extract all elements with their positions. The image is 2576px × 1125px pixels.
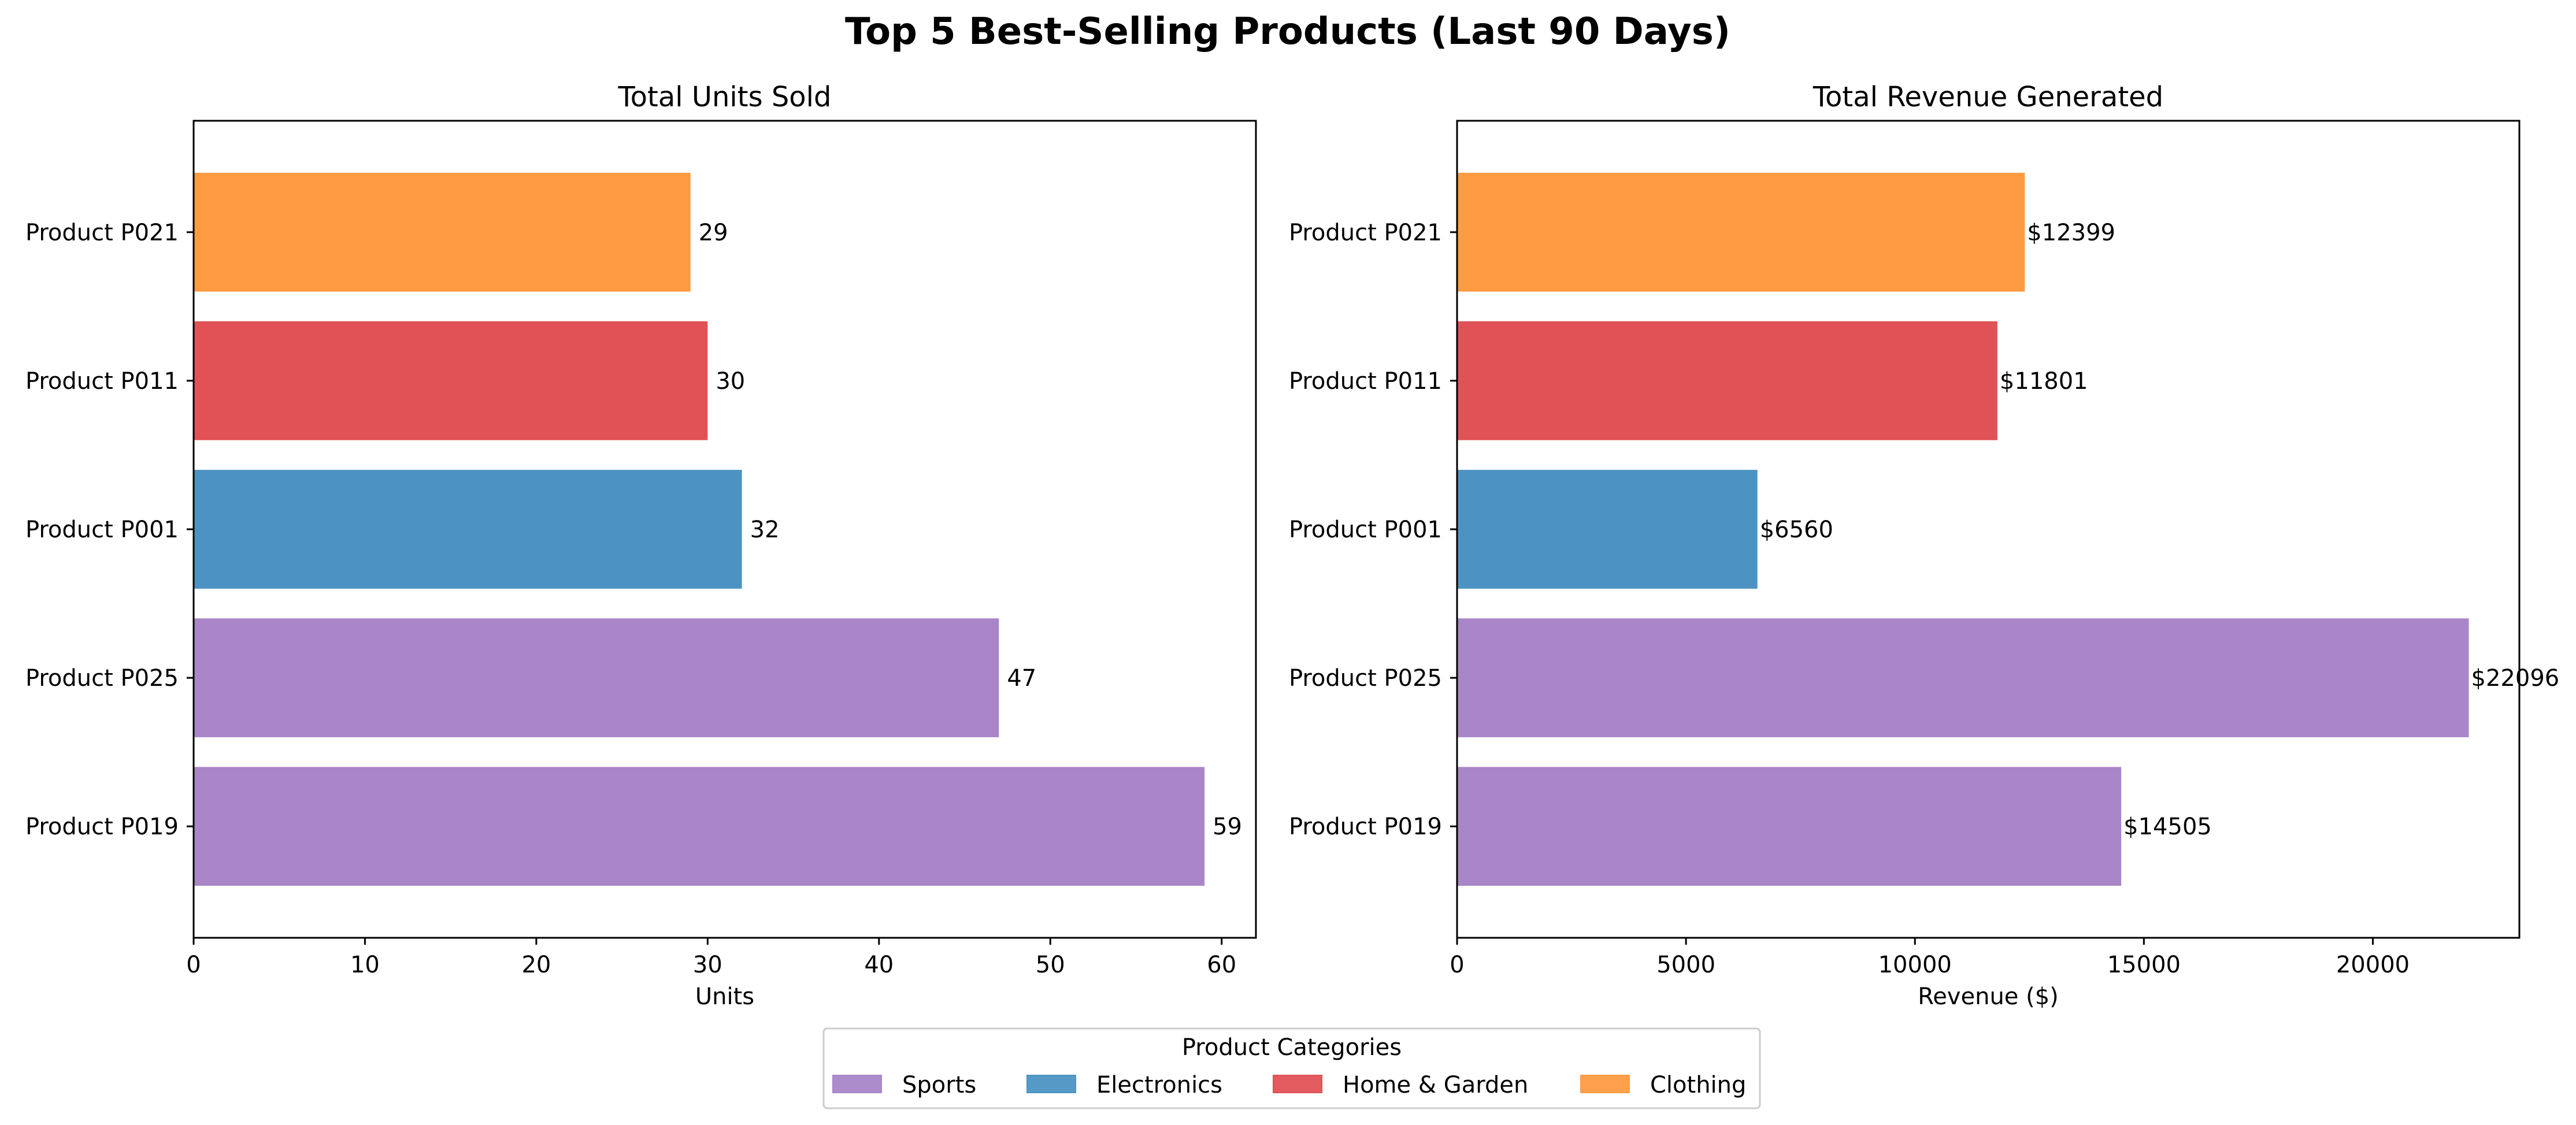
y-tick-label: Product P019 (25, 814, 179, 840)
bar-revenue-product-p021 (1457, 172, 2025, 292)
panel-revenue: Total Revenue Generated Revenue ($) $145… (1289, 81, 2559, 1010)
x-tick-label: 20 (521, 952, 551, 978)
bar-value-label: $11801 (2000, 368, 2088, 395)
bar-units-product-p021 (194, 172, 691, 292)
x-tick-label: 50 (1036, 952, 1065, 978)
y-tick-label: Product P021 (25, 220, 179, 246)
legend-label: Sports (902, 1072, 976, 1098)
x-tick-label: 30 (693, 952, 722, 978)
bar-revenue-product-p025 (1457, 618, 2469, 737)
legend-label: Electronics (1096, 1072, 1222, 1098)
bar-value-label: 30 (716, 368, 745, 395)
legend-swatch-electronics (1026, 1075, 1076, 1093)
bar-value-label: $22096 (2471, 665, 2560, 692)
bar-value-label: $12399 (2027, 220, 2115, 246)
bar-units-product-p019 (194, 767, 1205, 886)
legend-title: Product Categories (1182, 1034, 1402, 1061)
x-tick-label: 60 (1207, 952, 1236, 978)
bar-revenue-product-p011 (1457, 321, 1997, 440)
y-tick-label: Product P011 (1289, 368, 1442, 395)
x-tick-label: 20000 (2336, 952, 2410, 978)
x-tick-label: 10000 (1878, 952, 1952, 978)
panel-units-title: Total Units Sold (618, 81, 832, 113)
legend-swatch-clothing (1580, 1075, 1630, 1093)
bar-value-label: 47 (1007, 665, 1036, 692)
y-tick-label: Product P001 (25, 517, 179, 543)
bar-units-product-p001 (194, 470, 742, 589)
x-tick-label: 40 (864, 952, 894, 978)
x-tick-label: 5000 (1656, 952, 1715, 978)
bar-value-label: 59 (1213, 814, 1242, 840)
legend-swatch-sports (832, 1075, 882, 1093)
y-tick-label: Product P025 (25, 665, 179, 692)
y-tick-label: Product P021 (1289, 220, 1442, 246)
legend-label: Home & Garden (1343, 1072, 1528, 1098)
bar-value-label: $6560 (1760, 517, 1833, 543)
panel-units: Total Units Sold Units 59 47 32 30 29 Product… (25, 81, 1257, 1010)
panel-revenue-xlabel: Revenue ($) (1918, 983, 2059, 1010)
y-tick-label: Product P001 (1289, 517, 1442, 543)
panel-revenue-title: Total Revenue Generated (1813, 81, 2163, 113)
bar-revenue-product-p001 (1457, 470, 1758, 589)
bar-value-label: $14505 (2123, 814, 2212, 840)
x-tick-label: 15000 (2107, 952, 2181, 978)
y-tick-label: Product P011 (25, 368, 179, 395)
legend-swatch-home-garden (1273, 1075, 1322, 1093)
bar-units-product-p011 (194, 321, 708, 440)
legend-label: Clothing (1650, 1072, 1746, 1098)
x-tick-label: 0 (186, 952, 201, 978)
y-tick-label: Product P019 (1289, 814, 1442, 840)
bar-value-label: 29 (699, 220, 728, 246)
x-tick-label: 10 (350, 952, 380, 978)
panel-units-xlabel: Units (695, 983, 754, 1010)
legend: Product Categories Sports Electronics Home… (822, 1027, 1761, 1109)
bar-value-label: 32 (750, 517, 780, 543)
y-tick-label: Product P025 (1289, 665, 1442, 692)
bar-revenue-product-p019 (1457, 767, 2122, 886)
bar-units-product-p025 (194, 618, 999, 737)
x-tick-label: 0 (1450, 952, 1464, 978)
chart-title: Top 5 Best-Selling Products (Last 90 Day… (845, 10, 1730, 53)
